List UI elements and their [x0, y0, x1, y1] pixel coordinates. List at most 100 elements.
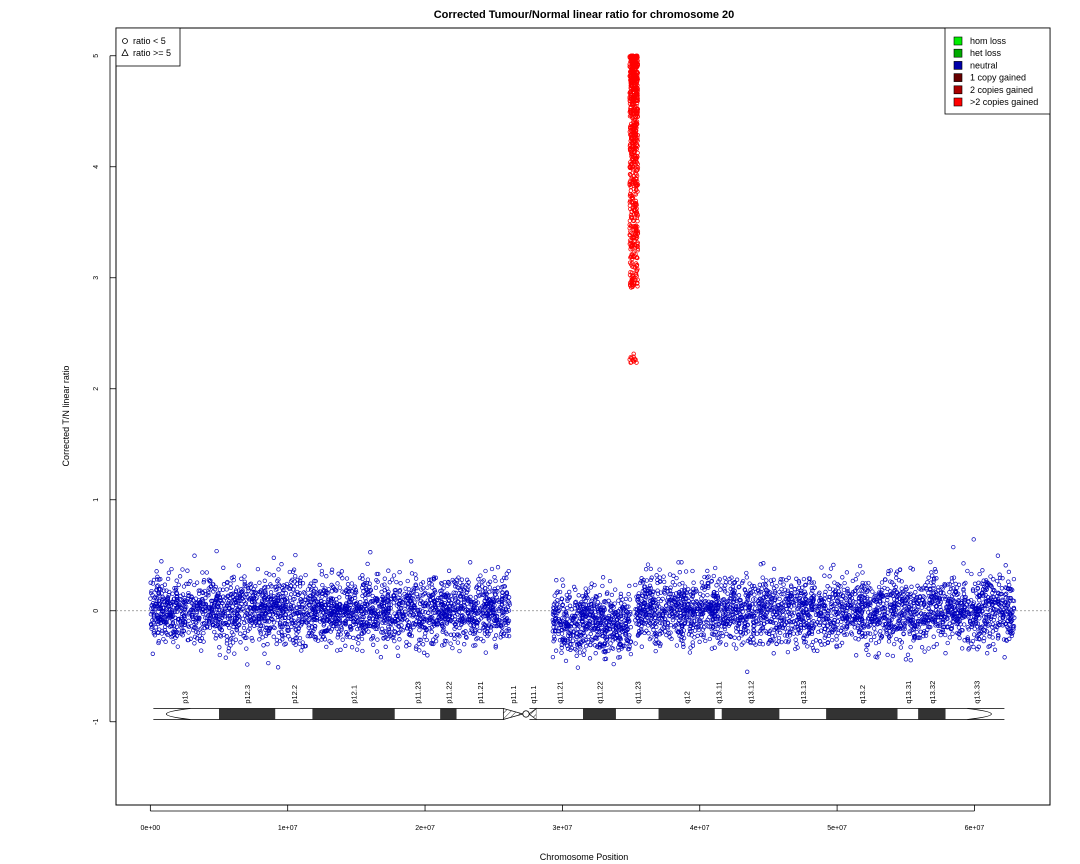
data-point-neutral [203, 615, 208, 620]
data-point-neutral [481, 578, 486, 583]
data-point-neutral [186, 611, 192, 616]
data-point-neutral [506, 633, 512, 639]
data-point-neutral [281, 588, 286, 593]
data-point-neutral [383, 620, 388, 626]
data-point-neutral [410, 622, 416, 627]
data-point-neutral [363, 596, 368, 601]
data-point-neutral [317, 562, 322, 568]
data-point-neutral [371, 642, 376, 647]
data-point-neutral [192, 641, 197, 646]
data-point-neutral [479, 612, 484, 617]
data-point-neutral [207, 625, 213, 630]
data-point-neutral [257, 637, 262, 642]
data-point-neutral [152, 609, 157, 615]
data-point-neutral [440, 611, 445, 616]
data-point-neutral [480, 611, 485, 616]
data-point-neutral [366, 629, 371, 634]
data-point-neutral [169, 566, 174, 572]
x-tick-label: 2e+07 [415, 825, 435, 832]
data-point-neutral [151, 629, 157, 634]
data-point-neutral [417, 601, 423, 606]
data-point-neutral [259, 598, 265, 603]
data-point-neutral [482, 623, 488, 628]
data-point-neutral [167, 589, 172, 595]
y-tick-label: 3 [93, 276, 100, 280]
data-point-neutral [439, 581, 444, 586]
data-point-neutral [193, 619, 198, 625]
data-point-neutral [409, 559, 414, 564]
data-point-neutral [370, 605, 375, 610]
data-point-neutral [500, 625, 505, 630]
data-point-neutral [369, 599, 374, 604]
data-point-neutral [391, 573, 397, 578]
data-point-neutral [278, 620, 283, 625]
data-point-neutral [429, 629, 434, 634]
data-point-neutral [354, 647, 360, 652]
data-point-neutral [443, 630, 448, 635]
data-point-neutral [425, 604, 431, 609]
data-point-neutral [505, 604, 511, 609]
x-tick-label: 4e+07 [690, 825, 710, 832]
data-point-neutral [369, 637, 374, 642]
data-point-neutral [466, 599, 471, 604]
data-point-neutral [351, 635, 356, 641]
data-point-neutral [398, 581, 403, 586]
data-point-neutral [359, 636, 365, 642]
data-point-neutral [404, 639, 409, 645]
data-point-neutral [335, 632, 341, 637]
data-point-neutral [436, 615, 441, 620]
data-point-neutral [286, 634, 291, 639]
data-point-neutral [174, 586, 179, 591]
data-point-neutral [195, 630, 201, 635]
data-point-neutral [411, 593, 416, 599]
data-point-neutral [396, 595, 401, 600]
x-tick-label: 5e+07 [827, 825, 847, 832]
data-point-neutral [487, 585, 492, 590]
data-point-neutral [308, 629, 313, 634]
data-point-neutral [464, 635, 469, 640]
data-point-neutral [381, 636, 386, 641]
data-point-neutral [482, 605, 487, 610]
data-point-neutral [397, 637, 402, 642]
data-point-neutral [299, 648, 304, 653]
data-point-neutral [150, 651, 155, 656]
data-point-neutral [269, 617, 274, 622]
data-point-neutral [253, 590, 258, 595]
y-tick-label: 2 [93, 387, 100, 391]
data-point-neutral [311, 614, 317, 620]
data-point-neutral [340, 637, 345, 642]
data-point-neutral [427, 615, 432, 620]
data-point-neutral [309, 599, 314, 604]
data-point-neutral [338, 647, 343, 652]
data-point-neutral [367, 584, 372, 589]
data-point-neutral [204, 570, 209, 575]
data-point-neutral [337, 602, 342, 607]
data-point-neutral [471, 631, 476, 636]
data-point-neutral [283, 612, 288, 617]
data-point-neutral [506, 599, 511, 604]
data-point-neutral [446, 568, 452, 573]
data-point-neutral [499, 585, 504, 590]
data-point-neutral [318, 599, 324, 604]
data-point-neutral [222, 608, 227, 613]
data-point-neutral [309, 620, 314, 625]
data-point-neutral [450, 645, 455, 651]
data-point-neutral [229, 636, 234, 641]
data-point-neutral [324, 644, 329, 650]
data-point-neutral [231, 574, 236, 580]
y-tick-label: 5 [93, 54, 100, 58]
data-point-neutral [312, 626, 317, 631]
data-point-neutral [368, 600, 373, 605]
data-point-neutral [408, 599, 413, 604]
data-point-neutral [274, 612, 279, 617]
data-point-neutral [344, 634, 349, 639]
data-point-neutral [360, 648, 365, 654]
data-point-neutral [169, 623, 174, 629]
data-point-neutral [337, 585, 343, 590]
y-tick-label: -1 [93, 719, 100, 725]
data-point-neutral [319, 572, 324, 577]
data-point-neutral [240, 616, 246, 621]
data-point-neutral [267, 612, 272, 617]
data-point-neutral [473, 610, 478, 616]
